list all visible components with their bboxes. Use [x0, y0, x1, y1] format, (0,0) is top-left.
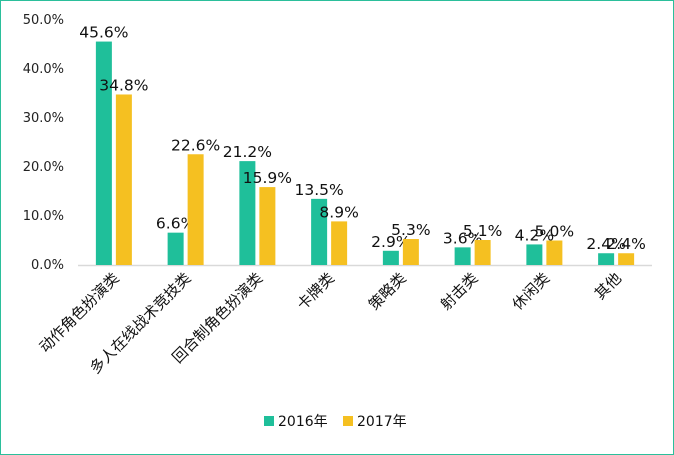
bar-2016 [311, 198, 328, 265]
data-label: 34.8% [99, 76, 148, 94]
data-label: 5.3% [391, 221, 430, 239]
category-label: 卡牌类 [293, 269, 338, 314]
data-label: 5.0% [535, 223, 574, 241]
bar-2016 [382, 250, 399, 265]
bar-2017 [259, 187, 276, 265]
data-label: 2.4% [606, 235, 645, 253]
legend-swatch-2016 [264, 416, 274, 426]
legend-label: 2017年 [357, 414, 407, 430]
data-label: 6.6% [156, 215, 195, 233]
bar-2017 [115, 94, 132, 265]
bar-2016 [239, 161, 256, 265]
y-tick-label: 10.0% [23, 209, 64, 224]
data-label: 8.9% [319, 203, 358, 221]
data-label: 5.1% [463, 222, 502, 240]
data-label: 2.4% [586, 235, 625, 253]
data-label: 21.2% [223, 143, 272, 161]
bar-2016 [454, 247, 471, 265]
data-label: 22.6% [171, 136, 220, 154]
data-label: 3.6% [443, 229, 482, 247]
y-tick-label: 40.0% [23, 62, 64, 77]
bar-2017 [618, 253, 635, 265]
category-label: 射击类 [437, 269, 482, 314]
category-label: 其他 [591, 269, 625, 303]
bar-2016 [598, 253, 615, 265]
data-label: 45.6% [79, 24, 128, 42]
data-label: 13.5% [295, 181, 344, 199]
data-label: 2.9% [371, 233, 410, 251]
bar-2017 [474, 240, 491, 265]
legend-swatch-2017 [343, 416, 353, 426]
bar-2016 [95, 41, 112, 266]
bar-2017 [187, 154, 204, 265]
category-label: 策略类 [365, 269, 410, 314]
y-tick-label: 50.0% [23, 13, 64, 28]
y-tick-label: 30.0% [23, 111, 64, 126]
bar-2016 [167, 232, 184, 265]
y-tick-label: 20.0% [23, 160, 64, 175]
bar-2017 [331, 221, 348, 265]
y-tick-label: 0.0% [31, 258, 64, 273]
data-label: 4.2% [515, 226, 554, 244]
category-label: 休闲类 [509, 269, 554, 314]
bar-2017 [402, 239, 419, 265]
data-label: 15.9% [243, 169, 292, 187]
legend-label: 2016年 [278, 414, 328, 430]
bar-2016 [526, 244, 543, 265]
bar-2017 [546, 240, 563, 265]
